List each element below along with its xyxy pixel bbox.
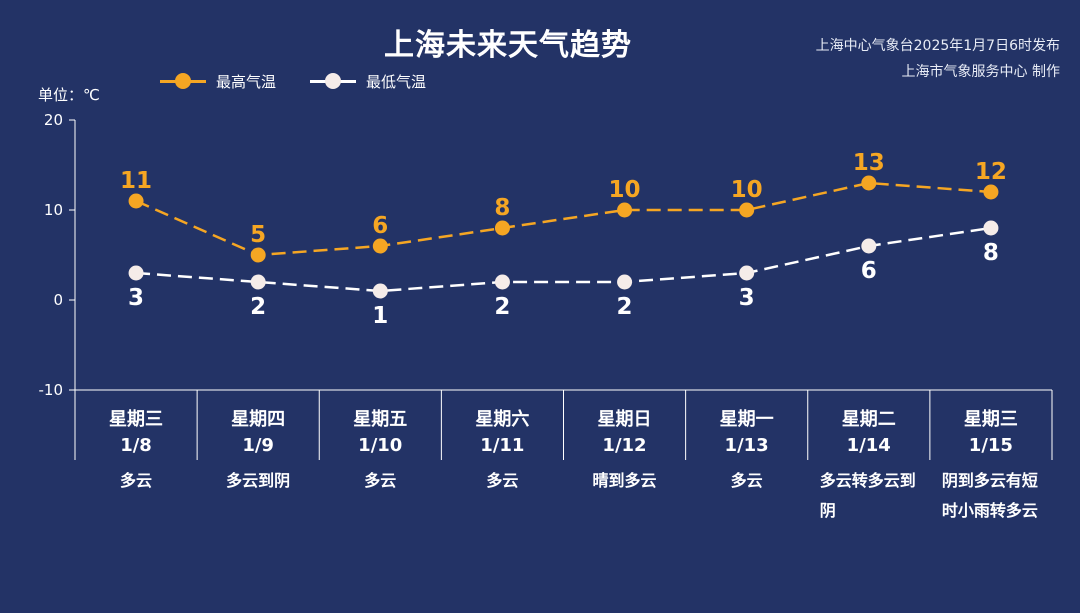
x-tick-weekday: 星期六 [475, 409, 530, 430]
weather-description: 多云 [730, 471, 763, 490]
publisher-line-2: 上海市气象服务中心 制作 [901, 64, 1060, 80]
data-point [128, 265, 144, 281]
data-label: 6 [372, 213, 388, 239]
x-tick-date: 1/12 [602, 435, 647, 456]
legend-dot-low [325, 73, 341, 89]
x-tick-weekday: 星期四 [231, 409, 286, 430]
data-point [739, 265, 755, 281]
data-label: 11 [120, 168, 152, 194]
data-label: 3 [739, 285, 755, 311]
x-tick-weekday: 星期三 [109, 409, 163, 430]
data-label: 5 [250, 222, 266, 248]
x-tick-weekday: 星期日 [597, 409, 652, 430]
x-tick-date: 1/15 [968, 435, 1013, 456]
data-point [372, 283, 388, 299]
data-label: 1 [372, 303, 388, 329]
x-tick-weekday: 星期二 [841, 409, 896, 430]
data-label: 10 [609, 177, 641, 203]
weather-description: 多云转多云到阴 [819, 471, 916, 520]
y-tick-label: 20 [44, 111, 63, 129]
data-point [372, 238, 388, 254]
legend-label-high: 最高气温 [216, 73, 277, 91]
data-label: 2 [494, 294, 510, 320]
x-tick-date: 1/10 [358, 435, 403, 456]
y-tick-label: 0 [53, 291, 63, 309]
data-point [617, 202, 633, 218]
legend-label-low: 最低气温 [366, 73, 427, 91]
chart-axes: 20 10 0 -10 [39, 111, 1053, 460]
data-point [494, 220, 510, 236]
legend-dot-high [175, 73, 191, 89]
data-label: 8 [983, 240, 999, 266]
x-tick-date: 1/13 [724, 435, 769, 456]
data-label: 3 [128, 285, 144, 311]
x-tick-date: 1/14 [846, 435, 891, 456]
y-axis-unit-label: 单位：℃ [38, 86, 100, 104]
series-line [135, 181, 992, 257]
data-point [250, 274, 266, 290]
publisher-line-1: 上海中心气象台2025年1月7日6时发布 [815, 38, 1060, 54]
x-tick-weekday: 星期一 [719, 409, 774, 430]
weather-description: 晴到多云 [592, 471, 657, 490]
data-point [494, 274, 510, 290]
data-label: 2 [617, 294, 633, 320]
page-title: 上海未来天气趋势 [384, 28, 632, 63]
x-tick-date: 1/11 [480, 435, 525, 456]
weather-description: 多云 [119, 471, 152, 490]
data-label: 12 [975, 159, 1007, 185]
x-tick-weekday: 星期五 [353, 409, 408, 430]
data-point [739, 202, 755, 218]
data-point [617, 274, 633, 290]
data-point [250, 247, 266, 263]
y-tick-label: -10 [39, 381, 64, 399]
weather-description: 阴到多云有短时小雨转多云 [941, 471, 1038, 520]
data-label: 13 [853, 150, 885, 176]
y-tick-label: 10 [44, 201, 63, 219]
x-tick-date: 1/9 [242, 435, 274, 456]
data-point [861, 175, 877, 191]
x-tick-weekday: 星期三 [963, 409, 1018, 430]
series-low-temp: 3 2 1 2 2 3 6 8 [128, 220, 999, 329]
data-point [983, 220, 999, 236]
data-label: 8 [494, 195, 510, 221]
series-line [135, 226, 992, 293]
series-high-temp: 11 5 6 8 10 10 13 12 [120, 150, 1007, 263]
data-point [861, 238, 877, 254]
data-point [128, 193, 144, 209]
weather-description: 多云 [486, 471, 519, 490]
data-label: 10 [731, 177, 763, 203]
weather-description: 多云 [364, 471, 397, 490]
x-tick-date: 1/8 [120, 435, 152, 456]
data-label: 2 [250, 294, 266, 320]
data-label: 6 [861, 258, 877, 284]
weather-description: 多云到阴 [226, 471, 291, 490]
data-point [983, 184, 999, 200]
